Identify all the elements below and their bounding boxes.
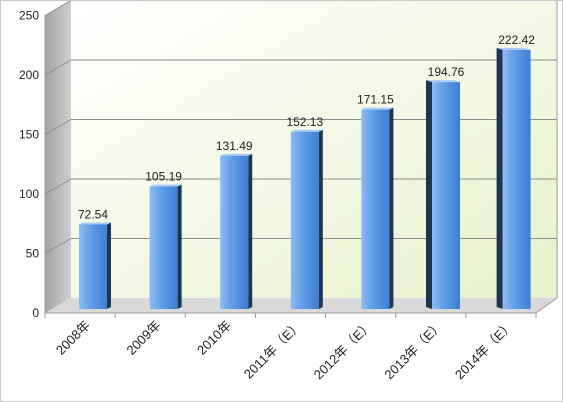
- bar-top-face: [496, 47, 531, 50]
- gridline-side: [44, 59, 72, 76]
- bar-front-face: [149, 186, 178, 309]
- bar-front-face: [432, 82, 460, 309]
- bar-side-face: [248, 153, 253, 309]
- data-label: 72.54: [78, 207, 108, 221]
- gridline-side: [44, 178, 72, 195]
- data-label: 131.49: [216, 139, 253, 153]
- x-tick-label: 2008年: [53, 318, 93, 358]
- y-tick-label: 150: [19, 128, 39, 142]
- data-label: 105.19: [145, 169, 182, 183]
- bar: [79, 222, 111, 309]
- bar-front-face: [361, 109, 390, 309]
- axis-lines: [44, 1, 558, 318]
- bar-top-face: [79, 222, 111, 225]
- value-axis: 0 50 100 150 200 250: [19, 9, 39, 321]
- bar-top-face: [220, 153, 253, 156]
- bar-side-face: [426, 80, 432, 309]
- y-tick-label: 100: [19, 187, 39, 201]
- bar-front-face: [502, 49, 531, 309]
- bar-top-face: [426, 80, 460, 83]
- x-tick-label: 2013年（E）: [381, 318, 446, 383]
- x-tick-label: 2011年（E）: [241, 318, 305, 382]
- gridline-side: [44, 119, 72, 135]
- bar: [496, 47, 531, 309]
- bar-top-face: [290, 129, 323, 132]
- left-wall: [45, 1, 71, 313]
- bar-side-face: [389, 107, 394, 309]
- x-tick-label: 2014年（E）: [452, 318, 517, 383]
- x-tick-label: 2009年: [123, 318, 163, 358]
- bar-side-face: [318, 129, 323, 309]
- gridline-side: [44, 238, 72, 254]
- bar: [290, 129, 323, 309]
- bar-side-face: [107, 222, 111, 309]
- bar: [426, 80, 460, 309]
- bar-front-face: [220, 155, 249, 309]
- x-tick-label: 2010年: [194, 318, 234, 358]
- y-tick-label: 50: [26, 247, 40, 261]
- y-tick-label: 200: [19, 68, 39, 82]
- bar: [220, 153, 253, 309]
- bar: [149, 184, 182, 309]
- gridline-side: [44, 1, 72, 16]
- bar-side-face: [177, 184, 182, 309]
- bar-top-face: [361, 107, 394, 110]
- floor-edge: [535, 297, 558, 314]
- data-label: 152.13: [286, 115, 323, 129]
- data-label: 171.15: [357, 93, 394, 107]
- y-tick-label: 250: [19, 9, 39, 23]
- bar: [361, 107, 394, 309]
- y-tick-label: 0: [32, 306, 39, 320]
- data-label: 194.76: [428, 65, 465, 79]
- bar-front-face: [79, 224, 107, 309]
- bar-top-face: [149, 184, 182, 187]
- data-labels: 72.54 105.19 131.49 152.13 171.15 194.76 222.4…: [78, 33, 535, 222]
- bars: [79, 47, 531, 309]
- bar-side-face: [496, 47, 503, 309]
- bar-front-face: [290, 131, 319, 309]
- category-axis: 2008年 2009年 2010年 2011年（E） 2012年（E） 2013年（E） 2…: [53, 318, 517, 383]
- x-tick-label: 2012年（E）: [311, 318, 376, 383]
- data-label: 222.42: [498, 33, 535, 47]
